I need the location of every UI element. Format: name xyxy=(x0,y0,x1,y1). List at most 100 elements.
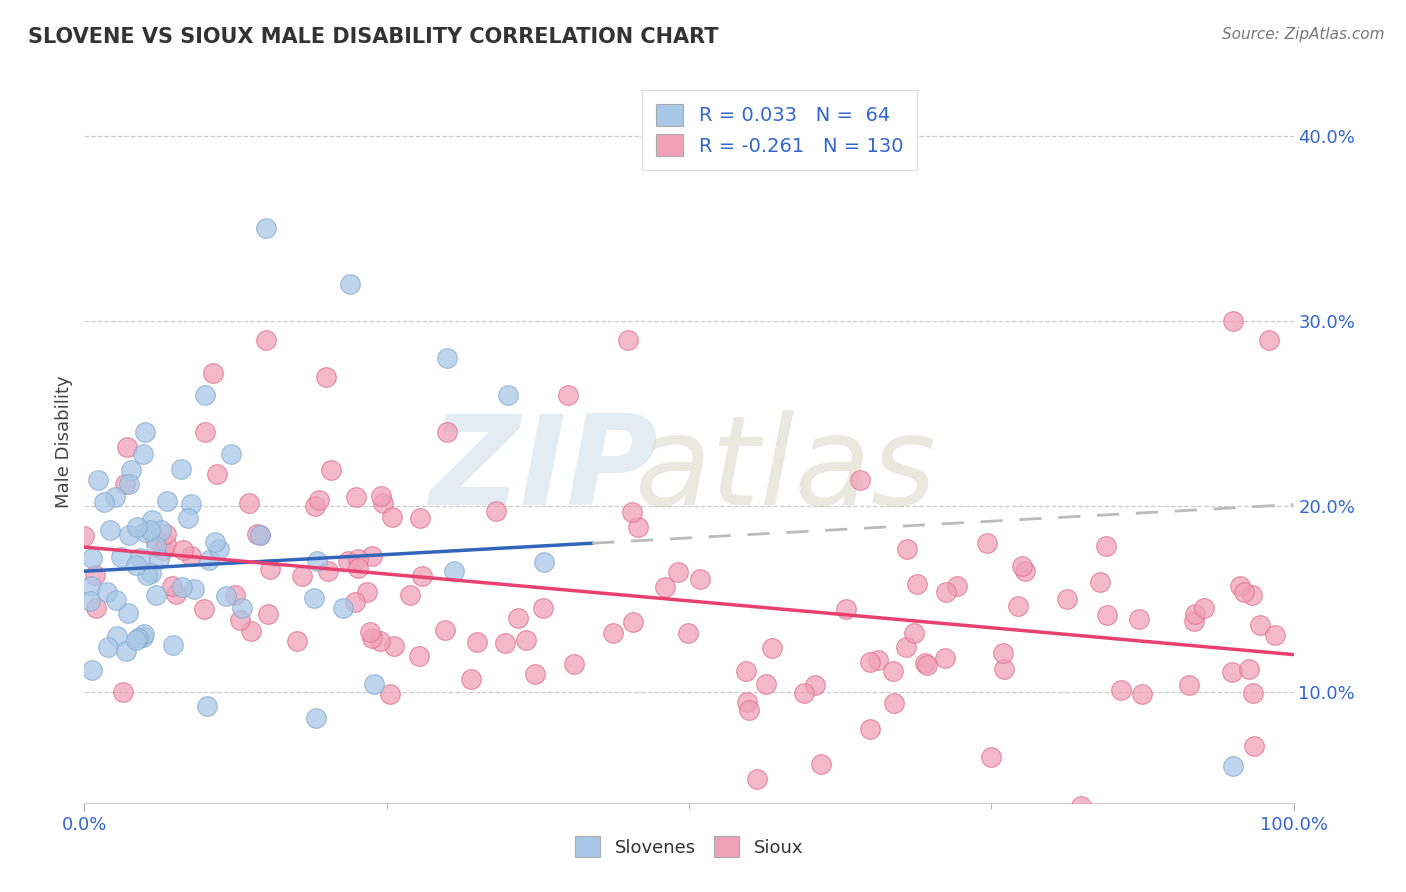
Point xyxy=(993,646,1015,660)
Point xyxy=(533,555,555,569)
Point xyxy=(1129,814,1152,829)
Point xyxy=(180,549,202,564)
Point xyxy=(360,632,382,646)
Point xyxy=(162,579,184,593)
Point xyxy=(370,489,392,503)
Point xyxy=(155,493,177,508)
Point xyxy=(117,606,139,620)
Point xyxy=(859,655,882,669)
Point xyxy=(485,504,508,518)
Point xyxy=(219,447,242,461)
Point xyxy=(1094,539,1116,553)
Point xyxy=(617,333,640,347)
Point xyxy=(1249,617,1271,632)
Point xyxy=(145,588,167,602)
Point xyxy=(460,672,482,686)
Point xyxy=(194,388,217,402)
Point xyxy=(411,568,433,582)
Point xyxy=(465,634,488,648)
Point xyxy=(259,562,281,576)
Point xyxy=(155,527,177,541)
Point xyxy=(363,677,385,691)
Point xyxy=(96,585,118,599)
Point xyxy=(194,425,217,440)
Point xyxy=(229,613,252,627)
Point xyxy=(254,221,277,235)
Text: ZIP: ZIP xyxy=(429,410,658,531)
Point xyxy=(336,554,359,568)
Point xyxy=(738,703,761,717)
Point xyxy=(215,589,238,603)
Point xyxy=(436,425,458,440)
Point xyxy=(793,686,815,700)
Y-axis label: Male Disability: Male Disability xyxy=(55,376,73,508)
Point xyxy=(204,534,226,549)
Point xyxy=(737,695,759,709)
Point xyxy=(195,699,218,714)
Point xyxy=(155,537,177,551)
Point xyxy=(761,641,783,656)
Point xyxy=(238,496,260,510)
Point xyxy=(564,657,586,672)
Point xyxy=(1011,558,1033,573)
Point xyxy=(315,369,337,384)
Point xyxy=(883,696,905,710)
Point xyxy=(1220,665,1243,679)
Point xyxy=(138,523,160,537)
Point xyxy=(339,277,361,291)
Point xyxy=(105,629,128,643)
Point xyxy=(896,541,918,556)
Point xyxy=(165,587,187,601)
Point xyxy=(882,664,904,678)
Point xyxy=(849,473,872,487)
Point xyxy=(1070,798,1092,813)
Legend: Slovenes, Sioux: Slovenes, Sioux xyxy=(565,827,813,866)
Point xyxy=(1241,588,1264,602)
Point xyxy=(110,550,132,565)
Point xyxy=(98,523,121,537)
Point xyxy=(84,601,107,615)
Point xyxy=(1222,314,1244,328)
Point xyxy=(177,511,200,525)
Point xyxy=(621,505,644,519)
Point xyxy=(381,509,404,524)
Point xyxy=(371,496,394,510)
Point xyxy=(980,750,1002,764)
Point xyxy=(399,588,422,602)
Point xyxy=(434,624,457,638)
Point xyxy=(125,633,148,648)
Point xyxy=(180,497,202,511)
Point xyxy=(689,572,711,586)
Point xyxy=(134,425,156,440)
Point xyxy=(915,658,938,673)
Point xyxy=(380,687,402,701)
Point xyxy=(104,490,127,504)
Point xyxy=(246,526,269,541)
Point xyxy=(1014,564,1036,578)
Point xyxy=(621,615,644,630)
Point xyxy=(231,600,253,615)
Point xyxy=(1182,614,1205,628)
Point xyxy=(257,607,280,621)
Point xyxy=(152,542,174,557)
Point xyxy=(602,625,624,640)
Point xyxy=(934,650,956,665)
Point xyxy=(104,592,127,607)
Point xyxy=(170,462,193,476)
Point xyxy=(1222,758,1244,772)
Point xyxy=(131,630,153,644)
Point xyxy=(141,566,163,581)
Point xyxy=(150,523,173,537)
Point xyxy=(368,634,391,648)
Point xyxy=(914,656,936,670)
Point xyxy=(344,594,367,608)
Point xyxy=(111,685,134,699)
Point xyxy=(804,678,827,692)
Point xyxy=(1184,607,1206,621)
Point xyxy=(524,667,547,681)
Point xyxy=(859,722,882,736)
Point xyxy=(976,535,998,549)
Point xyxy=(79,594,101,608)
Point xyxy=(205,467,228,481)
Text: Source: ZipAtlas.com: Source: ZipAtlas.com xyxy=(1222,27,1385,42)
